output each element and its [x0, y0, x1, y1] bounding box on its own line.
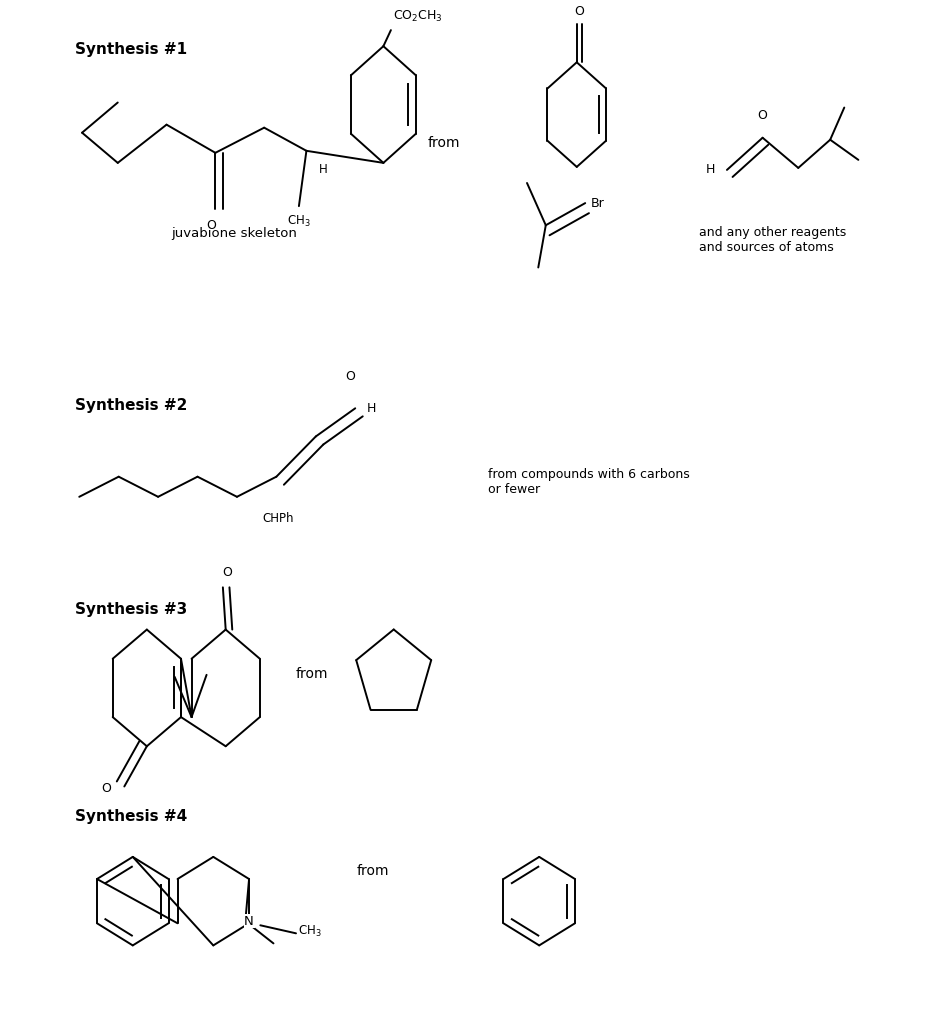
Text: Synthesis #4: Synthesis #4	[75, 809, 187, 823]
Text: H: H	[706, 164, 715, 176]
Text: juvabione skeleton: juvabione skeleton	[171, 226, 297, 240]
Text: from: from	[295, 667, 329, 681]
Text: and any other reagents
and sources of atoms: and any other reagents and sources of at…	[699, 226, 846, 254]
Text: O: O	[758, 109, 768, 122]
Text: CH$_3$: CH$_3$	[298, 924, 322, 939]
Text: O: O	[575, 5, 584, 18]
Text: O: O	[206, 219, 217, 232]
Text: from: from	[357, 864, 389, 878]
Text: CO$_2$CH$_3$: CO$_2$CH$_3$	[393, 9, 442, 25]
Text: O: O	[223, 566, 233, 580]
Text: Synthesis #2: Synthesis #2	[75, 398, 187, 414]
Text: O: O	[101, 782, 111, 795]
Text: from: from	[427, 136, 459, 150]
Text: Br: Br	[591, 197, 604, 210]
Text: H: H	[318, 163, 328, 176]
Text: Synthesis #1: Synthesis #1	[75, 42, 187, 57]
Text: O: O	[346, 370, 355, 383]
Text: N: N	[244, 914, 254, 928]
Text: Synthesis #3: Synthesis #3	[75, 602, 187, 617]
Text: from compounds with 6 carbons
or fewer: from compounds with 6 carbons or fewer	[488, 468, 689, 496]
Text: CHPh: CHPh	[262, 512, 294, 525]
Text: H: H	[366, 401, 376, 415]
Text: CH$_3$: CH$_3$	[287, 214, 311, 229]
